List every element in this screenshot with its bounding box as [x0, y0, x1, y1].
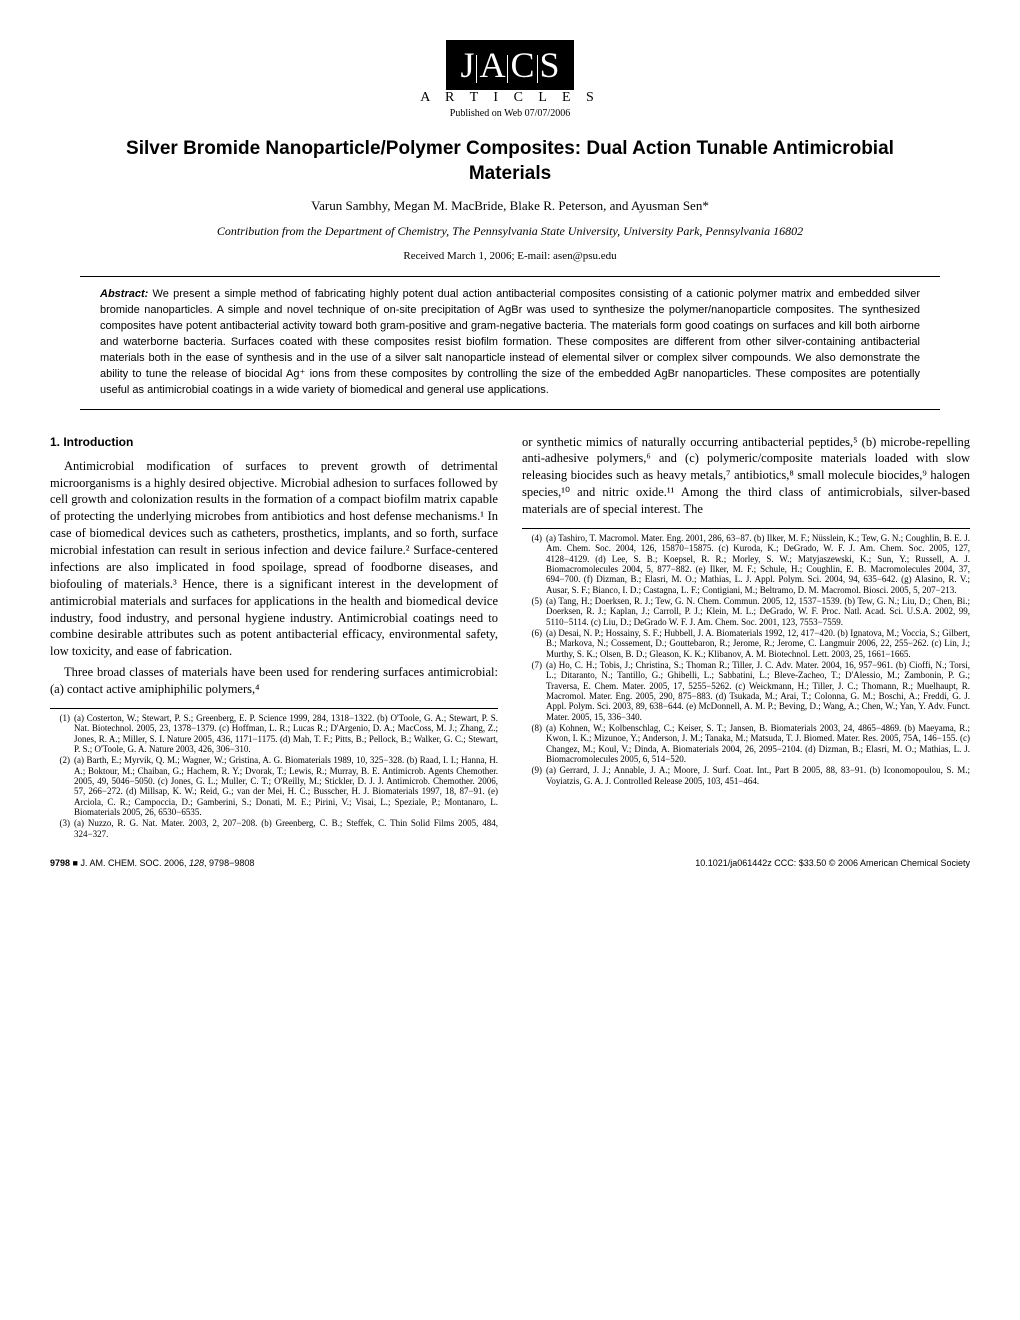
reference-item: (1)(a) Costerton, W.; Stewart, P. S.; Gr…	[50, 713, 498, 754]
reference-item: (7)(a) Ho, C. H.; Tobis, J.; Christina, …	[522, 660, 970, 722]
divider-top	[80, 276, 940, 277]
pub-date: Published on Web 07/07/2006	[50, 108, 970, 119]
body-paragraph: Antimicrobial modification of surfaces t…	[50, 458, 498, 661]
footer-left: 9798 ■ J. AM. CHEM. SOC. 2006, 128, 9798…	[50, 858, 254, 868]
abstract-text: We present a simple method of fabricatin…	[100, 288, 920, 396]
references-right: (4)(a) Tashiro, T. Macromol. Mater. Eng.…	[522, 533, 970, 786]
two-column-body: 1. Introduction Antimicrobial modificati…	[50, 434, 970, 841]
refs-divider-right	[522, 528, 970, 529]
jacs-logo: JACS	[446, 40, 573, 90]
left-column: 1. Introduction Antimicrobial modificati…	[50, 434, 498, 841]
reference-item: (3)(a) Nuzzo, R. G. Nat. Mater. 2003, 2,…	[50, 818, 498, 839]
right-column: or synthetic mimics of naturally occurri…	[522, 434, 970, 841]
abstract-label: Abstract:	[100, 288, 148, 300]
divider-bottom	[80, 409, 940, 410]
reference-item: (8)(a) Kohnen, W.; Kolbenschlag, C.; Kei…	[522, 723, 970, 764]
section-heading-intro: 1. Introduction	[50, 434, 498, 450]
authors-line: Varun Sambhy, Megan M. MacBride, Blake R…	[50, 198, 970, 214]
articles-label: A R T I C L E S	[50, 90, 970, 106]
abstract-block: Abstract: We present a simple method of …	[100, 287, 920, 399]
body-paragraph: or synthetic mimics of naturally occurri…	[522, 434, 970, 518]
reference-item: (2)(a) Barth, E.; Myrvik, Q. M.; Wagner,…	[50, 755, 498, 817]
article-title: Silver Bromide Nanoparticle/Polymer Comp…	[110, 137, 910, 186]
affiliation: Contribution from the Department of Chem…	[130, 224, 890, 240]
received-line: Received March 1, 2006; E-mail: asen@psu…	[50, 250, 970, 262]
refs-divider-left	[50, 708, 498, 709]
references-left: (1)(a) Costerton, W.; Stewart, P. S.; Gr…	[50, 713, 498, 839]
body-paragraph: Three broad classes of materials have be…	[50, 664, 498, 698]
reference-item: (4)(a) Tashiro, T. Macromol. Mater. Eng.…	[522, 533, 970, 595]
footer-right: 10.1021/ja061442z CCC: $33.50 © 2006 Ame…	[695, 858, 970, 868]
reference-item: (5)(a) Tang, H.; Doerksen, R. J.; Tew, G…	[522, 596, 970, 627]
reference-item: (6)(a) Desai, N. P.; Hossainy, S. F.; Hu…	[522, 628, 970, 659]
reference-item: (9)(a) Gerrard, J. J.; Annable, J. A.; M…	[522, 765, 970, 786]
journal-header: JACS A R T I C L E S Published on Web 07…	[50, 40, 970, 119]
page-footer: 9798 ■ J. AM. CHEM. SOC. 2006, 128, 9798…	[50, 858, 970, 868]
